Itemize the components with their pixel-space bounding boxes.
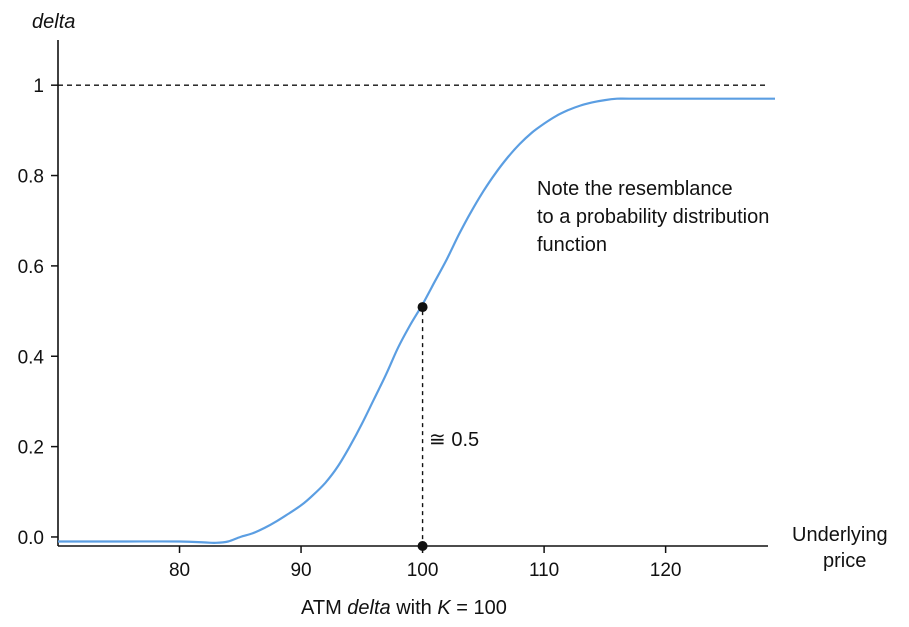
atm-value-label: ≅ 0.5 bbox=[429, 429, 479, 451]
y-tick-label: 0.8 bbox=[18, 167, 44, 188]
y-ticks: 0.0 0.2 0.4 0.6 0.8 1 bbox=[18, 76, 58, 549]
x-ticks: 80 90 100 110 120 bbox=[169, 546, 682, 581]
y-tick-label: 0.4 bbox=[18, 347, 45, 368]
caption-suffix: = 100 bbox=[451, 597, 507, 619]
caption-prefix: ATM bbox=[301, 597, 347, 619]
x-tick-label: 100 bbox=[407, 560, 439, 581]
y-tick-label: 0.6 bbox=[18, 257, 44, 278]
caption-delta: delta bbox=[347, 597, 390, 619]
x-tick-label: 90 bbox=[290, 560, 311, 581]
annotation-line-1: Note the resemblance bbox=[537, 178, 733, 200]
x-tick-label: 120 bbox=[650, 560, 682, 581]
chart-caption: ATM delta with K = 100 bbox=[301, 597, 507, 619]
caption-middle: with bbox=[391, 597, 438, 619]
y-tick-label: 1 bbox=[33, 76, 44, 97]
x-axis-label-line-1: Underlying bbox=[792, 524, 888, 546]
annotation-line-2: to a probability distribution bbox=[537, 206, 769, 228]
axes bbox=[58, 40, 768, 546]
x-tick-label: 80 bbox=[169, 560, 190, 581]
y-axis-label: delta bbox=[32, 11, 75, 33]
x-tick-label: 110 bbox=[529, 560, 559, 581]
delta-curve bbox=[58, 99, 775, 543]
y-tick-label: 0.2 bbox=[18, 438, 44, 459]
annotation-line-3: function bbox=[537, 234, 607, 256]
atm-point bbox=[418, 302, 428, 312]
x-axis-label-line-2: price bbox=[823, 550, 866, 572]
y-tick-label: 0.0 bbox=[18, 528, 44, 549]
atm-axis-point bbox=[418, 541, 428, 551]
